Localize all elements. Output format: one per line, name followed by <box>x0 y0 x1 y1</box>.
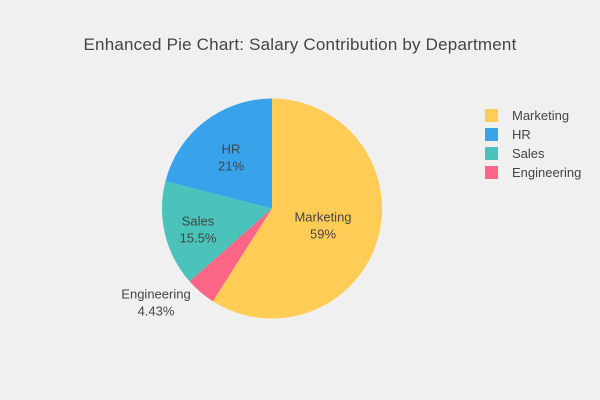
pie-slice-pct: 59% <box>310 227 336 242</box>
pie-slice-pct: 21% <box>218 159 244 174</box>
legend-label: Sales <box>512 146 545 161</box>
legend-label: HR <box>512 127 531 142</box>
pie-slice-marketing[interactable] <box>212 98 383 319</box>
pie-slice-name: HR <box>222 142 241 157</box>
pie-slice-name: Engineering <box>121 287 190 302</box>
pie-slice-name: Marketing <box>294 210 351 225</box>
legend-swatch-icon <box>485 147 498 160</box>
legend-swatch-icon <box>485 109 498 122</box>
legend-label: Marketing <box>512 108 570 123</box>
legend-swatch-icon <box>485 166 498 179</box>
pie-slice-pct: 15.5% <box>180 231 217 246</box>
legend-item-hr[interactable]: HR <box>485 125 581 144</box>
legend-swatch-icon <box>485 128 498 141</box>
legend: Marketing HR Sales Engineering <box>485 106 581 182</box>
legend-label: Engineering <box>512 165 582 180</box>
pie-slice-name: Sales <box>182 214 215 229</box>
pie-slice-sales[interactable] <box>161 181 272 282</box>
legend-item-marketing[interactable]: Marketing <box>485 106 581 125</box>
pie-slice-pct: 4.43% <box>138 304 175 319</box>
pie-slice-engineering[interactable] <box>189 208 272 302</box>
legend-item-sales[interactable]: Sales <box>485 144 581 163</box>
pie-slice-hr[interactable] <box>165 98 272 209</box>
chart-title: Enhanced Pie Chart: Salary Contribution … <box>83 35 517 54</box>
legend-item-engineering[interactable]: Engineering <box>485 163 581 182</box>
